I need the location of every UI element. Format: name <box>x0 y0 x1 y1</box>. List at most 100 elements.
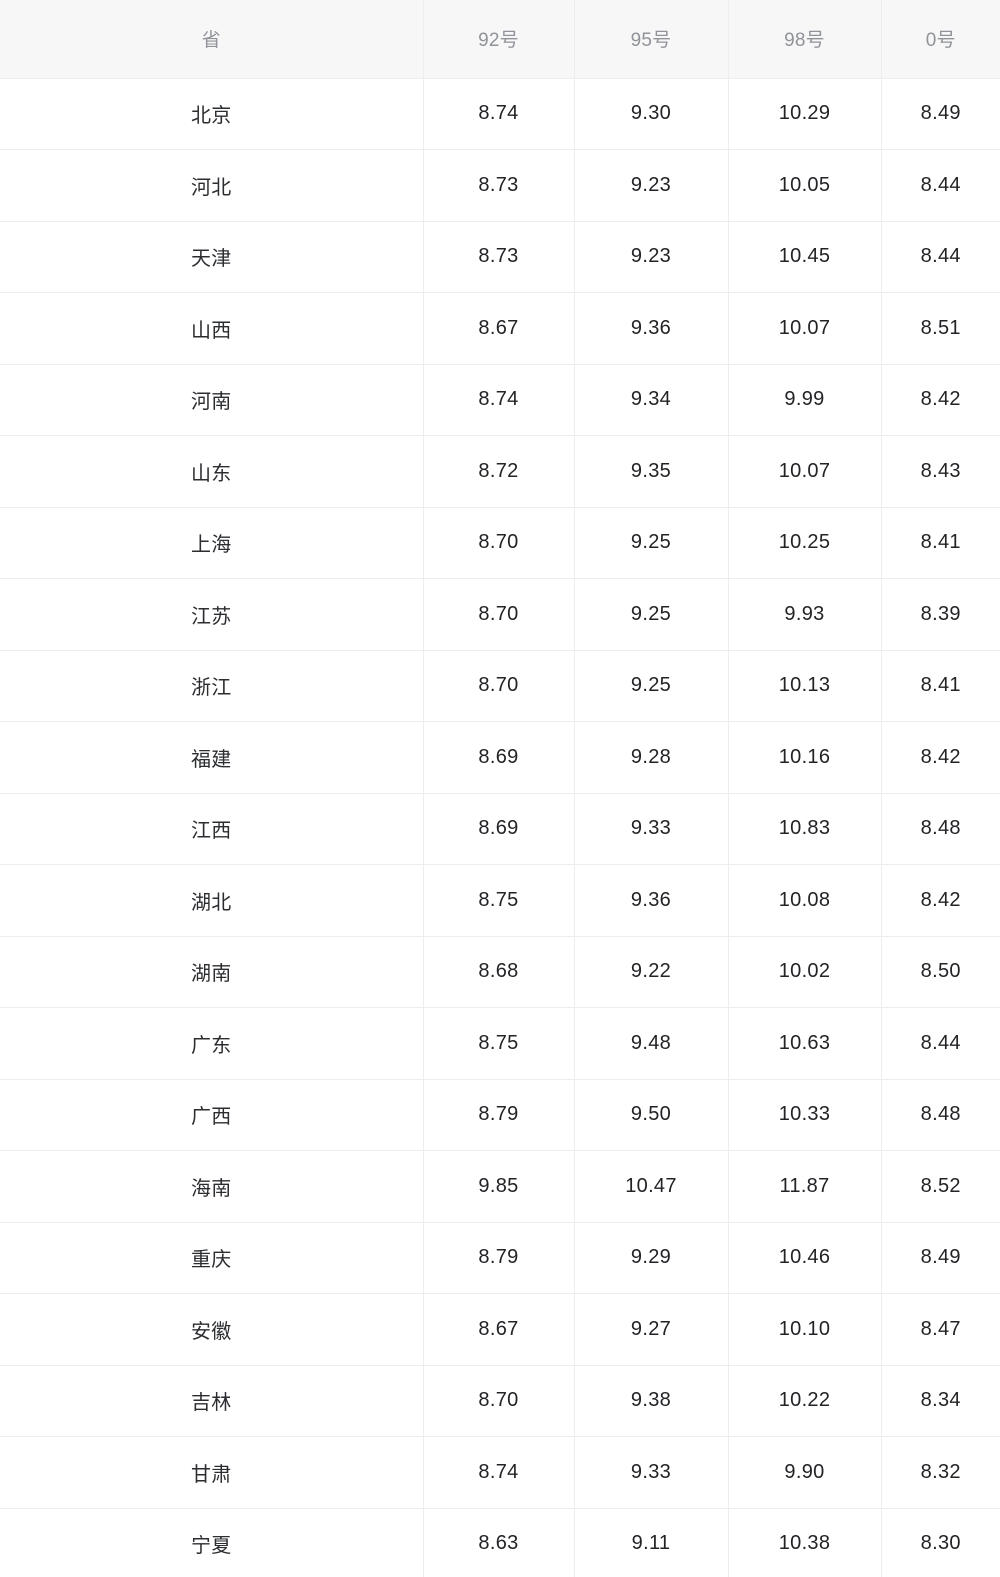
cell-g95: 9.23 <box>574 221 729 293</box>
cell-g95: 9.29 <box>574 1222 729 1294</box>
cell-g95: 9.22 <box>574 936 729 1008</box>
cell-g92: 8.74 <box>423 364 575 436</box>
cell-g98: 9.99 <box>728 364 882 436</box>
cell-d0: 8.42 <box>881 721 1000 794</box>
cell-province: 湖北 <box>0 864 424 937</box>
cell-province: 湖南 <box>0 936 424 1008</box>
cell-g98: 10.05 <box>728 149 882 222</box>
cell-g95: 9.25 <box>574 578 729 651</box>
cell-g92: 8.67 <box>423 1293 575 1366</box>
cell-g95: 10.47 <box>574 1150 729 1223</box>
cell-g95: 9.23 <box>574 149 729 222</box>
cell-g92: 8.75 <box>423 1007 575 1080</box>
cell-g92: 8.69 <box>423 793 575 865</box>
table-row: 湖南 8.68 9.22 10.02 8.50 <box>0 936 1000 1008</box>
table-row: 浙江 8.70 9.25 10.13 8.41 <box>0 650 1000 722</box>
column-header-province: 省 <box>0 0 424 79</box>
cell-d0: 8.52 <box>881 1150 1000 1223</box>
table-row: 甘肃 8.74 9.33 9.90 8.32 <box>0 1436 1000 1509</box>
cell-g92: 8.67 <box>423 292 575 365</box>
cell-province: 天津 <box>0 221 424 293</box>
table-body: 北京 8.74 9.30 10.29 8.49 河北 8.73 9.23 10.05 8.44 天津… <box>0 78 1000 1577</box>
cell-d0: 8.34 <box>881 1365 1000 1437</box>
cell-d0: 8.32 <box>881 1436 1000 1509</box>
cell-g98: 10.13 <box>728 650 882 722</box>
cell-g98: 10.07 <box>728 435 882 508</box>
cell-province: 安徽 <box>0 1293 424 1366</box>
cell-g95: 9.48 <box>574 1007 729 1080</box>
cell-province: 河南 <box>0 364 424 436</box>
cell-g98: 10.25 <box>728 507 882 579</box>
table-row: 海南 9.85 10.47 11.87 8.52 <box>0 1150 1000 1223</box>
cell-province: 吉林 <box>0 1365 424 1437</box>
cell-d0: 8.43 <box>881 435 1000 508</box>
cell-g95: 9.38 <box>574 1365 729 1437</box>
cell-g98: 10.45 <box>728 221 882 293</box>
cell-g95: 9.35 <box>574 435 729 508</box>
cell-province: 山东 <box>0 435 424 508</box>
cell-g98: 10.29 <box>728 78 882 150</box>
column-header-d0: 0号 <box>881 0 1000 79</box>
table-row: 江西 8.69 9.33 10.83 8.48 <box>0 793 1000 865</box>
cell-g95: 9.27 <box>574 1293 729 1366</box>
cell-d0: 8.47 <box>881 1293 1000 1366</box>
cell-province: 山西 <box>0 292 424 365</box>
cell-province: 重庆 <box>0 1222 424 1294</box>
cell-g92: 8.69 <box>423 721 575 794</box>
cell-g92: 8.79 <box>423 1222 575 1294</box>
cell-g98: 9.93 <box>728 578 882 651</box>
cell-province: 宁夏 <box>0 1508 424 1577</box>
cell-d0: 8.41 <box>881 507 1000 579</box>
cell-g98: 11.87 <box>728 1150 882 1223</box>
table-row: 天津 8.73 9.23 10.45 8.44 <box>0 221 1000 293</box>
cell-d0: 8.30 <box>881 1508 1000 1577</box>
cell-g98: 10.16 <box>728 721 882 794</box>
cell-g92: 8.70 <box>423 578 575 651</box>
cell-g98: 10.08 <box>728 864 882 937</box>
cell-d0: 8.39 <box>881 578 1000 651</box>
column-header-g92: 92号 <box>423 0 575 79</box>
cell-province: 上海 <box>0 507 424 579</box>
cell-province: 广西 <box>0 1079 424 1151</box>
cell-g92: 8.73 <box>423 221 575 293</box>
table-row: 广东 8.75 9.48 10.63 8.44 <box>0 1007 1000 1080</box>
cell-d0: 8.49 <box>881 78 1000 150</box>
table-row: 重庆 8.79 9.29 10.46 8.49 <box>0 1222 1000 1294</box>
cell-g92: 8.74 <box>423 78 575 150</box>
cell-g98: 10.83 <box>728 793 882 865</box>
cell-g98: 10.02 <box>728 936 882 1008</box>
cell-g92: 8.70 <box>423 1365 575 1437</box>
cell-g95: 9.36 <box>574 292 729 365</box>
cell-g92: 8.72 <box>423 435 575 508</box>
table-row: 福建 8.69 9.28 10.16 8.42 <box>0 721 1000 794</box>
table-header-row: 省 92号 95号 98号 0号 <box>0 0 1000 79</box>
cell-g92: 9.85 <box>423 1150 575 1223</box>
cell-d0: 8.48 <box>881 1079 1000 1151</box>
cell-g98: 10.10 <box>728 1293 882 1366</box>
table-row: 北京 8.74 9.30 10.29 8.49 <box>0 78 1000 150</box>
cell-g95: 9.33 <box>574 793 729 865</box>
table-row: 河北 8.73 9.23 10.05 8.44 <box>0 149 1000 222</box>
cell-g92: 8.79 <box>423 1079 575 1151</box>
table-row: 湖北 8.75 9.36 10.08 8.42 <box>0 864 1000 937</box>
cell-province: 江西 <box>0 793 424 865</box>
cell-province: 河北 <box>0 149 424 222</box>
cell-province: 江苏 <box>0 578 424 651</box>
cell-d0: 8.44 <box>881 1007 1000 1080</box>
cell-d0: 8.44 <box>881 221 1000 293</box>
cell-province: 北京 <box>0 78 424 150</box>
cell-g92: 8.68 <box>423 936 575 1008</box>
cell-g98: 10.33 <box>728 1079 882 1151</box>
cell-g95: 9.30 <box>574 78 729 150</box>
cell-d0: 8.50 <box>881 936 1000 1008</box>
cell-g98: 10.63 <box>728 1007 882 1080</box>
table-row: 安徽 8.67 9.27 10.10 8.47 <box>0 1293 1000 1366</box>
column-header-g98: 98号 <box>728 0 882 79</box>
cell-g95: 9.11 <box>574 1508 729 1577</box>
cell-d0: 8.49 <box>881 1222 1000 1294</box>
cell-g95: 9.25 <box>574 507 729 579</box>
cell-g98: 10.38 <box>728 1508 882 1577</box>
table-row: 广西 8.79 9.50 10.33 8.48 <box>0 1079 1000 1151</box>
